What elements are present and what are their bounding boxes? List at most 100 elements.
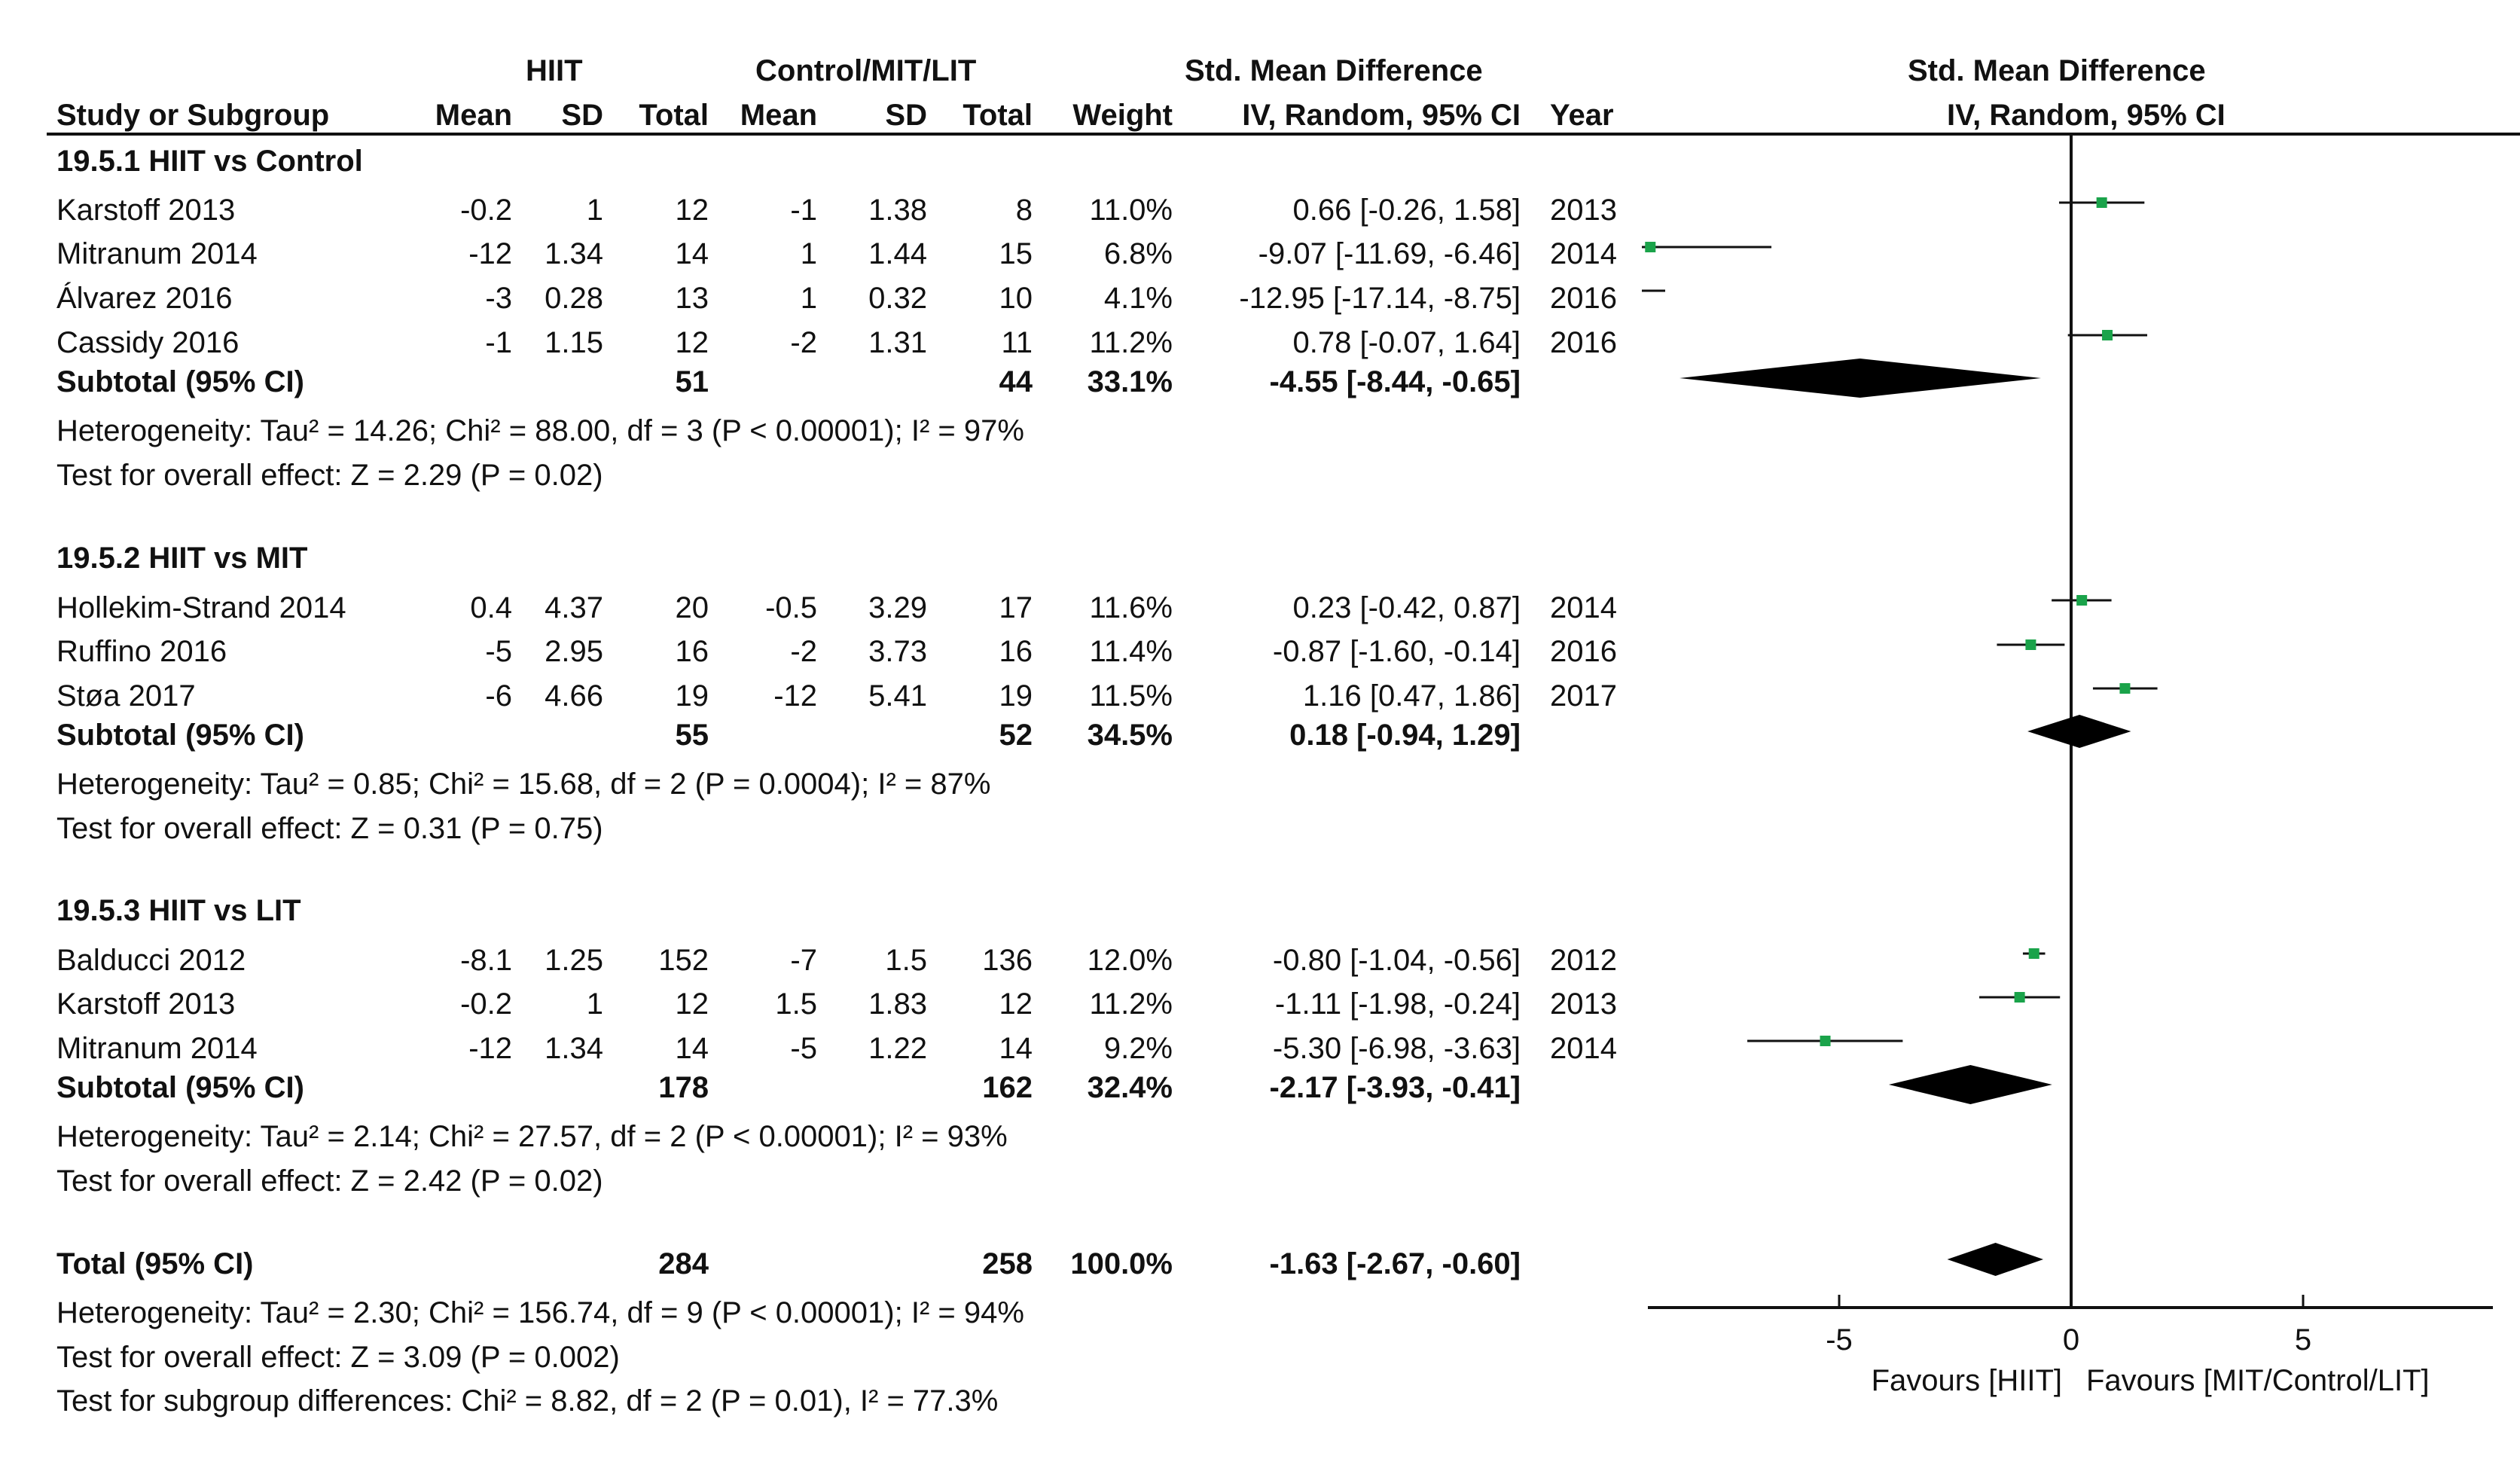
study-name: Mitranum 2014 — [56, 237, 258, 270]
summary-diamond — [1679, 359, 2041, 398]
study-name: Balducci 2012 — [56, 944, 246, 977]
point-estimate-marker — [2096, 197, 2107, 208]
subtotal-ci: 0.18 [-0.94, 1.29] — [1289, 719, 1521, 752]
hiit-sd: 4.66 — [545, 679, 603, 713]
hiit-sd: 1 — [586, 987, 603, 1021]
subtotal-control-total: 44 — [999, 365, 1033, 398]
control-group-header: Control/MIT/LIT — [755, 54, 977, 87]
control-mean: 1 — [800, 282, 817, 315]
control-sd: 1.44 — [868, 237, 927, 270]
control-total: 14 — [999, 1032, 1033, 1065]
hiit-sd: 4.37 — [545, 591, 603, 624]
column-header-hiit-total: Total — [639, 99, 709, 132]
total-label: Total (95% CI) — [56, 1247, 254, 1280]
hiit-total: 12 — [675, 326, 709, 359]
control-sd: 0.32 — [868, 282, 927, 315]
heterogeneity-text: Heterogeneity: Tau² = 0.85; Chi² = 15.68… — [56, 768, 991, 801]
subtotal-weight: 33.1% — [1087, 365, 1173, 398]
study-year: 2012 — [1550, 944, 1617, 977]
study-name: Karstoff 2013 — [56, 194, 236, 227]
overall-effect-text: Test for overall effect: Z = 0.31 (P = 0… — [56, 812, 603, 845]
study-name: Mitranum 2014 — [56, 1032, 258, 1065]
control-mean: 1.5 — [775, 987, 817, 1021]
study-ci: 0.78 [-0.07, 1.64] — [1292, 326, 1521, 359]
column-header-weight: Weight — [1072, 99, 1173, 132]
study-weight: 11.6% — [1089, 591, 1173, 624]
overall-effect-text: Test for overall effect: Z = 2.29 (P = 0… — [56, 459, 603, 492]
control-mean: -7 — [790, 944, 817, 977]
subtotal-weight: 32.4% — [1087, 1071, 1173, 1104]
hiit-sd: 1 — [586, 194, 603, 227]
point-estimate-marker — [2014, 992, 2025, 1003]
x-tick-label: -5 — [1826, 1323, 1853, 1357]
subtotal-label: Subtotal (95% CI) — [56, 1071, 304, 1104]
control-sd: 1.38 — [868, 194, 927, 227]
subtotal-label: Subtotal (95% CI) — [56, 365, 304, 398]
subtotal-ci: -4.55 [-8.44, -0.65] — [1269, 365, 1521, 398]
control-sd: 1.31 — [868, 326, 927, 359]
hiit-mean: -8.1 — [460, 944, 512, 977]
study-weight: 11.2% — [1089, 326, 1173, 359]
point-estimate-marker — [2119, 683, 2131, 694]
study-year: 2016 — [1550, 635, 1617, 668]
point-estimate-marker — [2076, 595, 2088, 606]
hiit-mean: 0.4 — [470, 591, 512, 624]
study-name: Hollekim-Strand 2014 — [56, 591, 346, 624]
study-ci: -12.95 [-17.14, -8.75] — [1239, 282, 1521, 315]
hiit-sd: 1.25 — [545, 944, 603, 977]
subtotal-ci: -2.17 [-3.93, -0.41] — [1269, 1071, 1521, 1104]
plot-subtitle: IV, Random, 95% CI — [1947, 99, 2226, 132]
column-header-year: Year — [1550, 99, 1614, 132]
column-header-control-mean: Mean — [740, 99, 817, 132]
total-ci: -1.63 [-2.67, -0.60] — [1269, 1247, 1521, 1280]
point-estimate-marker — [1820, 1036, 1831, 1046]
hiit-mean: -12 — [468, 1032, 512, 1065]
subtotal-hiit-total: 178 — [658, 1071, 709, 1104]
control-mean: 1 — [800, 237, 817, 270]
column-header-hiit-sd: SD — [561, 99, 603, 132]
hiit-mean: -12 — [468, 237, 512, 270]
total-weight: 100.0% — [1070, 1247, 1173, 1280]
study-year: 2016 — [1550, 282, 1617, 315]
control-mean: -2 — [790, 635, 817, 668]
study-name: Ruffino 2016 — [56, 635, 227, 668]
study-weight: 11.5% — [1089, 679, 1173, 713]
subgroup-differences-text: Test for subgroup differences: Chi² = 8.… — [56, 1384, 999, 1418]
column-header-ci: IV, Random, 95% CI — [1242, 99, 1521, 132]
column-header-control-sd: SD — [885, 99, 927, 132]
study-ci: -0.87 [-1.60, -0.14] — [1272, 635, 1521, 668]
subtotal-hiit-total: 51 — [675, 365, 709, 398]
column-header-study: Study or Subgroup — [56, 99, 330, 132]
control-total: 11 — [1001, 326, 1033, 359]
control-total: 19 — [999, 679, 1033, 713]
control-total: 15 — [999, 237, 1033, 270]
control-total: 136 — [982, 944, 1033, 977]
control-sd: 1.22 — [868, 1032, 927, 1065]
study-ci: -1.11 [-1.98, -0.24] — [1274, 987, 1521, 1021]
x-tick-label: 10 — [2518, 1323, 2520, 1357]
study-name: Karstoff 2013 — [56, 987, 236, 1021]
study-year: 2013 — [1550, 194, 1617, 227]
total-control-total: 258 — [982, 1247, 1033, 1280]
hiit-total: 14 — [675, 1032, 709, 1065]
study-weight: 4.1% — [1103, 282, 1173, 315]
control-total: 12 — [999, 987, 1033, 1021]
point-estimate-marker — [1645, 242, 1656, 252]
control-sd: 1.83 — [868, 987, 927, 1021]
study-name: Álvarez 2016 — [56, 282, 233, 315]
total-hiit-total: 284 — [658, 1247, 709, 1280]
summary-diamond — [1947, 1243, 2044, 1276]
hiit-mean: -0.2 — [460, 987, 512, 1021]
control-mean: -0.5 — [765, 591, 817, 624]
hiit-total: 152 — [658, 944, 709, 977]
hiit-mean: -1 — [485, 326, 512, 359]
study-year: 2014 — [1550, 591, 1617, 624]
summary-diamond — [2027, 715, 2131, 748]
hiit-mean: -6 — [485, 679, 512, 713]
column-header-control-total: Total — [963, 99, 1033, 132]
subtotal-control-total: 162 — [982, 1071, 1033, 1104]
hiit-sd: 1.34 — [545, 237, 603, 270]
heterogeneity-text: Heterogeneity: Tau² = 14.26; Chi² = 88.0… — [56, 414, 1024, 447]
subgroup-title: 19.5.2 HIIT vs MIT — [56, 542, 308, 575]
